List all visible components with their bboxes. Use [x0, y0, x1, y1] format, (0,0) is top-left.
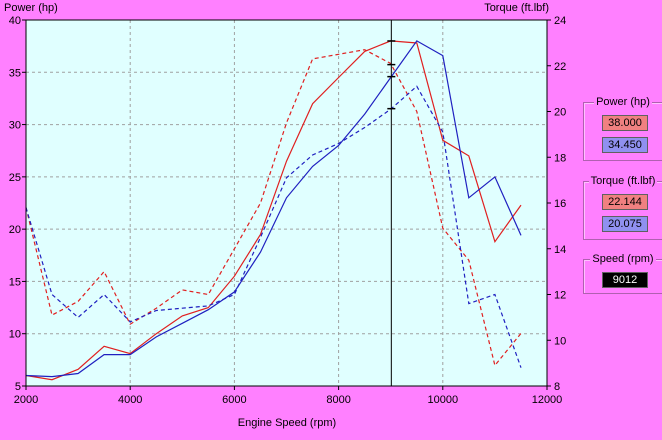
power-value-red: 38.000: [602, 115, 648, 131]
x-tick-label: 12000: [532, 394, 563, 406]
y-right-tick-label: 18: [554, 152, 566, 164]
y-right-tick-label: 22: [554, 61, 566, 73]
y-right-tick-label: 24: [554, 15, 566, 27]
power-value-blue: 34.450: [602, 137, 648, 153]
y-right-tick-label: 12: [554, 290, 566, 302]
x-tick-label: 8000: [326, 394, 350, 406]
y-left-tick-label: 30: [9, 120, 21, 132]
torque-line-blue: [25, 85, 522, 368]
speed-panel: Speed (rpm) 9012: [583, 253, 662, 294]
y-left-tick-label: 5: [15, 381, 21, 393]
y-left-tick-label: 40: [9, 15, 21, 27]
y-right-tick-label: 14: [554, 244, 566, 256]
cursor[interactable]: [387, 20, 396, 386]
power-line-blue: [25, 40, 522, 378]
torque-value-blue: 20.075: [602, 216, 648, 232]
speed-panel-title: Speed (rpm): [590, 253, 656, 265]
y-left-tick-label: 20: [9, 224, 21, 236]
y-left-tick-label: 35: [9, 67, 21, 79]
x-tick-label: 4000: [118, 394, 142, 406]
x-tick-label: 6000: [222, 394, 246, 406]
left-axis-label: Power (hp): [4, 2, 58, 14]
torque-value-red: 22.144: [602, 194, 648, 210]
grid: [26, 20, 547, 386]
y-right-tick-label: 16: [554, 198, 566, 210]
plot-area: [26, 20, 547, 386]
power-panel: Power (hp) 38.000 34.450: [583, 96, 662, 161]
power-panel-title: Power (hp): [594, 96, 652, 108]
y-right-tick-label: 8: [554, 381, 560, 393]
torque-panel-title: Torque (ft.lbf): [588, 175, 658, 187]
torque-line-red: [25, 49, 522, 367]
x-axis-label: Engine Speed (rpm): [238, 417, 336, 429]
y-left-tick-label: 25: [9, 172, 21, 184]
y-left-tick-label: 15: [9, 276, 21, 288]
series-layer: [25, 40, 522, 381]
y-left-tick-label: 10: [9, 329, 21, 341]
speed-value: 9012: [602, 272, 648, 288]
right-axis-label: Torque (ft.lbf): [484, 2, 549, 14]
y-right-tick-label: 10: [554, 335, 566, 347]
y-right-tick-label: 20: [554, 107, 566, 119]
x-tick-label: 2000: [14, 394, 38, 406]
axes: 2000 4000 6000 8000 10000 12000 5 10 15 20 25 30 35 4…: [9, 15, 567, 406]
x-tick-label: 10000: [428, 394, 459, 406]
torque-panel: Torque (ft.lbf) 22.144 20.075: [583, 175, 662, 240]
